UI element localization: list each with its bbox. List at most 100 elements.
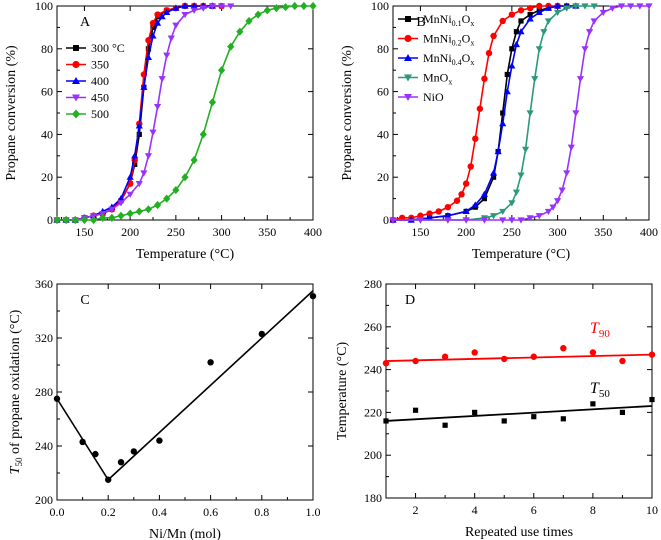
y-tick-label: 200 [364,448,382,462]
data-point [163,8,171,16]
data-point [108,213,116,222]
data-point [553,9,562,17]
data-point [536,2,543,10]
y-tick-label: 280 [364,277,382,291]
legend-label: 450 [91,91,109,105]
data-point [426,210,433,217]
data-point [490,32,497,40]
data-point [245,16,253,26]
x-axis-title: Repeated use times [465,525,573,540]
data-point [291,1,299,11]
panel-letter: C [80,293,89,308]
data-point [489,213,498,220]
legend-label: MnNi0.1Ox [423,12,474,28]
data-point [526,4,534,12]
data-point [530,353,537,360]
data-point [145,37,152,44]
data-point [199,5,207,12]
data-point [462,180,470,187]
data-point [512,189,521,196]
data-point [572,110,580,117]
data-point [435,208,442,215]
y-tick-label: 260 [364,320,382,334]
data-point [126,191,134,198]
y-tick-label: 100 [371,0,389,13]
data-point [163,52,171,59]
data-point [153,19,162,26]
x-tick-label: 4 [472,503,478,517]
data-point [512,40,521,48]
data-point [526,215,534,222]
legend-marker [72,109,80,119]
data-point [172,185,180,195]
data-point [517,28,525,35]
data-point [489,169,498,176]
data-point [476,105,484,112]
data-point [481,75,488,82]
data-point [208,3,217,10]
y-axis-title: Temperature (°C) [335,342,350,441]
data-point [309,1,317,11]
data-point [135,207,143,216]
data-point [117,195,125,202]
data-point [117,459,125,466]
data-point [590,18,598,25]
series-line [393,5,576,221]
y-tick-label: 80 [41,42,53,56]
plot-frame [385,283,653,499]
data-point [383,418,389,424]
panel-C: 0.0 0.2 0.4 0.6 0.8 1.0 200 240 280 320 360 C Ni/Mn … [8,277,321,540]
y-axis-title: Propane conversion (%) [340,45,355,181]
x-tick-label: 350 [594,225,612,239]
series-label: T90 [590,320,610,340]
data-point [309,292,317,300]
data-point [648,351,656,358]
data-point [472,135,479,142]
series-line [57,5,222,221]
y-tick-label: 280 [35,385,53,399]
legend-label: NiO [423,90,444,104]
panel-B: 150 200 250 300 350 400 0 20 40 60 80 100 B Temperatu… [340,0,658,262]
series-line [57,5,231,221]
data-point [517,7,525,14]
data-point [499,208,507,216]
series-label: T50 [590,380,610,400]
data-point [172,22,180,29]
data-point [79,438,86,446]
x-tick-label: 400 [640,225,658,239]
data-point [236,27,244,36]
legend: 300 °C 350 400 450 500 [66,41,125,121]
x-tick-label: 8 [590,503,596,517]
x-tick-label: 0.0 [50,505,65,519]
x-tick-label: 350 [258,225,276,239]
data-point [444,212,452,219]
data-point [576,76,585,83]
data-point [535,46,543,53]
panel-letter: D [405,293,415,308]
data-point [540,29,548,36]
x-tick-label: 0.4 [152,505,167,519]
data-point [499,17,506,25]
data-point [412,357,419,365]
data-point [617,3,626,10]
data-point [412,407,419,413]
data-point [599,9,607,17]
x-tick-label: 6 [531,503,537,517]
data-point [526,110,534,117]
data-point [444,217,452,224]
data-point [471,201,479,208]
data-point [105,476,112,483]
series-B-0 [390,3,579,223]
data-point [494,147,502,155]
data-point [181,11,189,19]
data-point [619,409,626,415]
data-point [136,131,142,137]
data-point [71,215,79,225]
fit-line [385,405,653,422]
plot-frame [56,283,314,501]
data-point [527,11,533,18]
series-A-4 [53,1,317,225]
data-point [563,5,571,12]
data-point [501,418,507,424]
